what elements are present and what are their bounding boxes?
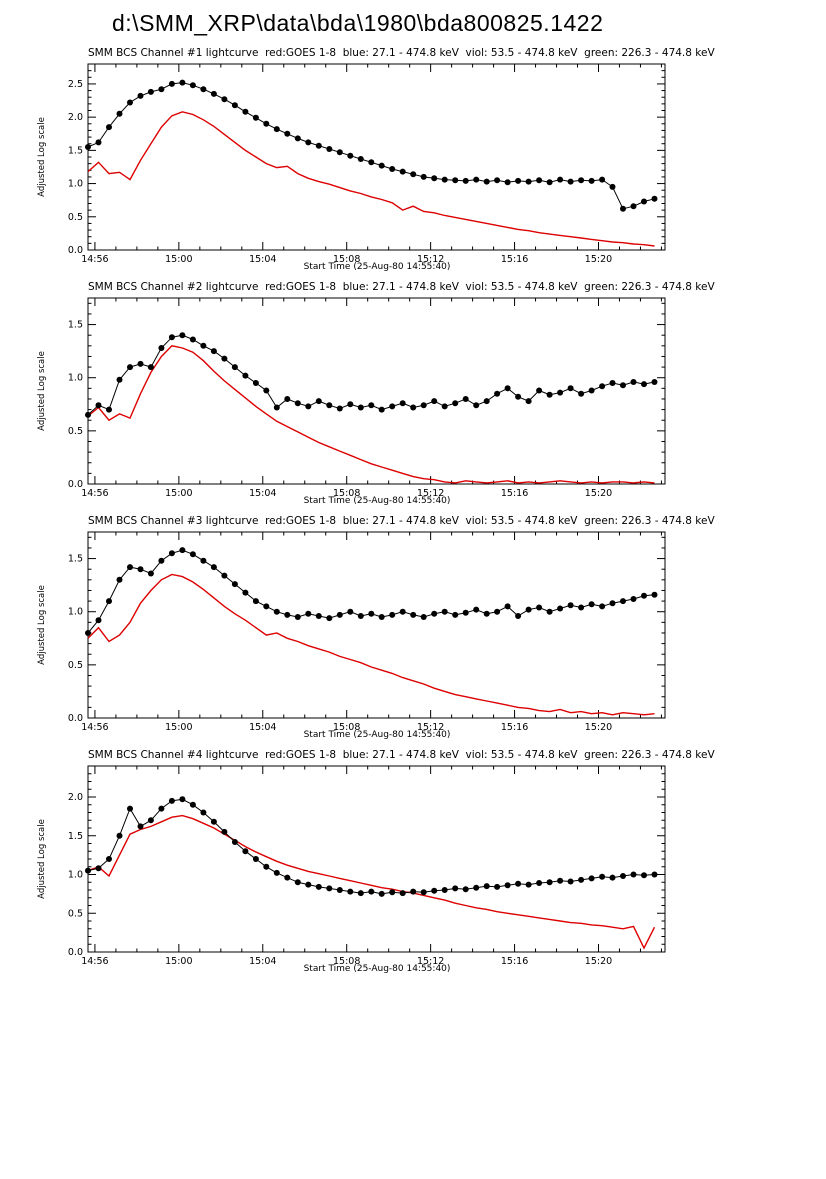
svg-text:15:08: 15:08 [333,488,360,499]
svg-text:2.0: 2.0 [68,112,83,123]
svg-text:1.0: 1.0 [68,607,83,618]
chart-3-title: SMM BCS Channel #3 lightcurve red:GOES 1… [88,515,715,527]
svg-text:1.0: 1.0 [68,179,83,190]
svg-text:1.0: 1.0 [68,373,83,384]
chart-1-xlabel: Start Time (25-Aug-80 14:55:40) [303,262,451,272]
chart-3-xlabel: Start Time (25-Aug-80 14:55:40) [303,730,451,740]
svg-text:0.0: 0.0 [68,479,83,490]
svg-text:0.5: 0.5 [68,212,83,223]
svg-text:0.5: 0.5 [68,660,83,671]
svg-text:15:12: 15:12 [417,254,444,265]
svg-text:15:20: 15:20 [585,254,612,265]
svg-text:0.5: 0.5 [68,908,83,919]
svg-text:15:08: 15:08 [333,722,360,733]
svg-text:14:56: 14:56 [81,488,108,499]
svg-text:Adjusted Log scale: Adjusted Log scale [37,819,47,899]
svg-text:15:04: 15:04 [249,254,276,265]
svg-text:15:08: 15:08 [333,254,360,265]
chart-3-plot: 14:56 15:00 15:04 15:08 15:12 15:16 15:20 0.0 0.… [37,531,666,733]
chart-2-xlabel: Start Time (25-Aug-80 14:55:40) [303,496,451,506]
chart-4-title: SMM BCS Channel #4 lightcurve red:GOES 1… [88,749,715,761]
svg-text:15:20: 15:20 [585,956,612,967]
svg-text:15:16: 15:16 [501,254,528,265]
svg-text:0.0: 0.0 [68,947,83,958]
svg-text:15:12: 15:12 [417,488,444,499]
svg-text:15:00: 15:00 [165,254,192,265]
svg-text:15:04: 15:04 [249,488,276,499]
svg-text:15:12: 15:12 [417,722,444,733]
svg-text:1.5: 1.5 [68,320,83,331]
svg-text:15:00: 15:00 [165,722,192,733]
svg-text:15:04: 15:04 [249,956,276,967]
chart-2-plot: 14:56 15:00 15:04 15:08 15:12 15:16 15:20 0.0 0.… [37,297,666,499]
chart-block-channel-4: SMM BCS Channel #4 lightcurve red:GOES 1… [30,749,826,974]
svg-text:1.0: 1.0 [68,870,83,881]
chart-block-channel-3: SMM BCS Channel #3 lightcurve red:GOES 1… [30,515,826,740]
svg-text:1.5: 1.5 [68,554,83,565]
svg-text:1.5: 1.5 [68,831,83,842]
svg-text:15:00: 15:00 [165,488,192,499]
chart-2-title: SMM BCS Channel #2 lightcurve red:GOES 1… [88,281,715,293]
svg-text:15:12: 15:12 [417,956,444,967]
chart-4-plot: 14:56 15:00 15:04 15:08 15:12 15:16 15:20 0.0 0.… [37,765,666,967]
svg-text:0.5: 0.5 [68,426,83,437]
svg-text:15:08: 15:08 [333,956,360,967]
svg-text:14:56: 14:56 [81,254,108,265]
chart-4-xlabel: Start Time (25-Aug-80 14:55:40) [303,964,451,974]
svg-text:15:16: 15:16 [501,488,528,499]
svg-text:14:56: 14:56 [81,722,108,733]
svg-text:14:56: 14:56 [81,956,108,967]
svg-text:15:20: 15:20 [585,722,612,733]
page-title: d:\SMM_XRP\data\bda\1980\bda800825.1422 [112,10,604,36]
svg-text:Adjusted Log scale: Adjusted Log scale [37,585,47,665]
svg-text:2.5: 2.5 [68,79,83,90]
svg-text:0.0: 0.0 [68,245,83,256]
svg-text:15:16: 15:16 [501,722,528,733]
chart-1-title: SMM BCS Channel #1 lightcurve red:GOES 1… [88,47,715,59]
svg-text:1.5: 1.5 [68,145,83,156]
svg-text:15:04: 15:04 [249,722,276,733]
svg-text:2.0: 2.0 [68,792,83,803]
svg-text:0.0: 0.0 [68,713,83,724]
svg-text:15:16: 15:16 [501,956,528,967]
chart-1-plot: 14:56 15:00 15:04 15:08 15:12 15:16 15:20 0.0 0.… [37,63,666,265]
svg-text:Adjusted Log scale: Adjusted Log scale [37,351,47,431]
svg-text:15:00: 15:00 [165,956,192,967]
svg-text:Adjusted Log scale: Adjusted Log scale [37,117,47,197]
chart-block-channel-2: SMM BCS Channel #2 lightcurve red:GOES 1… [30,281,826,506]
svg-text:15:20: 15:20 [585,488,612,499]
chart-block-channel-1: SMM BCS Channel #1 lightcurve red:GOES 1… [30,47,826,272]
